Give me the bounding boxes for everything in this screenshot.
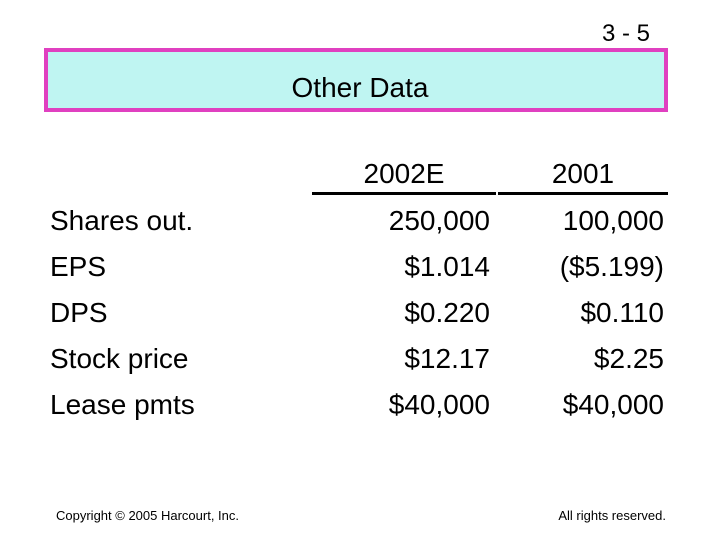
column-header: 2001: [498, 158, 668, 195]
column-header: 2002E: [312, 158, 496, 195]
cell: $0.110: [580, 297, 664, 328]
cell: $2.25: [593, 343, 664, 374]
cell: $40,000: [562, 389, 664, 420]
title: Other Data: [291, 72, 429, 103]
copyright: Copyright © 2005 Harcourt, Inc.: [56, 508, 239, 523]
title-banner: [44, 48, 668, 112]
cell: ($5.199): [559, 251, 664, 282]
cell: 250,000: [388, 205, 490, 236]
row-label: Shares out.: [50, 205, 194, 236]
slide-number: 3 - 5: [601, 20, 650, 47]
cell: $12.17: [404, 343, 490, 374]
cell: 100,000: [562, 205, 664, 236]
row-label: Lease pmts: [50, 389, 195, 420]
cell: $1.014: [404, 251, 490, 282]
row-label: DPS: [50, 297, 108, 328]
cell: $40,000: [388, 389, 490, 420]
rights: All rights reserved.: [558, 508, 666, 523]
cell: $0.220: [404, 297, 490, 328]
row-label: EPS: [50, 251, 107, 282]
row-label: Stock price: [50, 343, 189, 374]
